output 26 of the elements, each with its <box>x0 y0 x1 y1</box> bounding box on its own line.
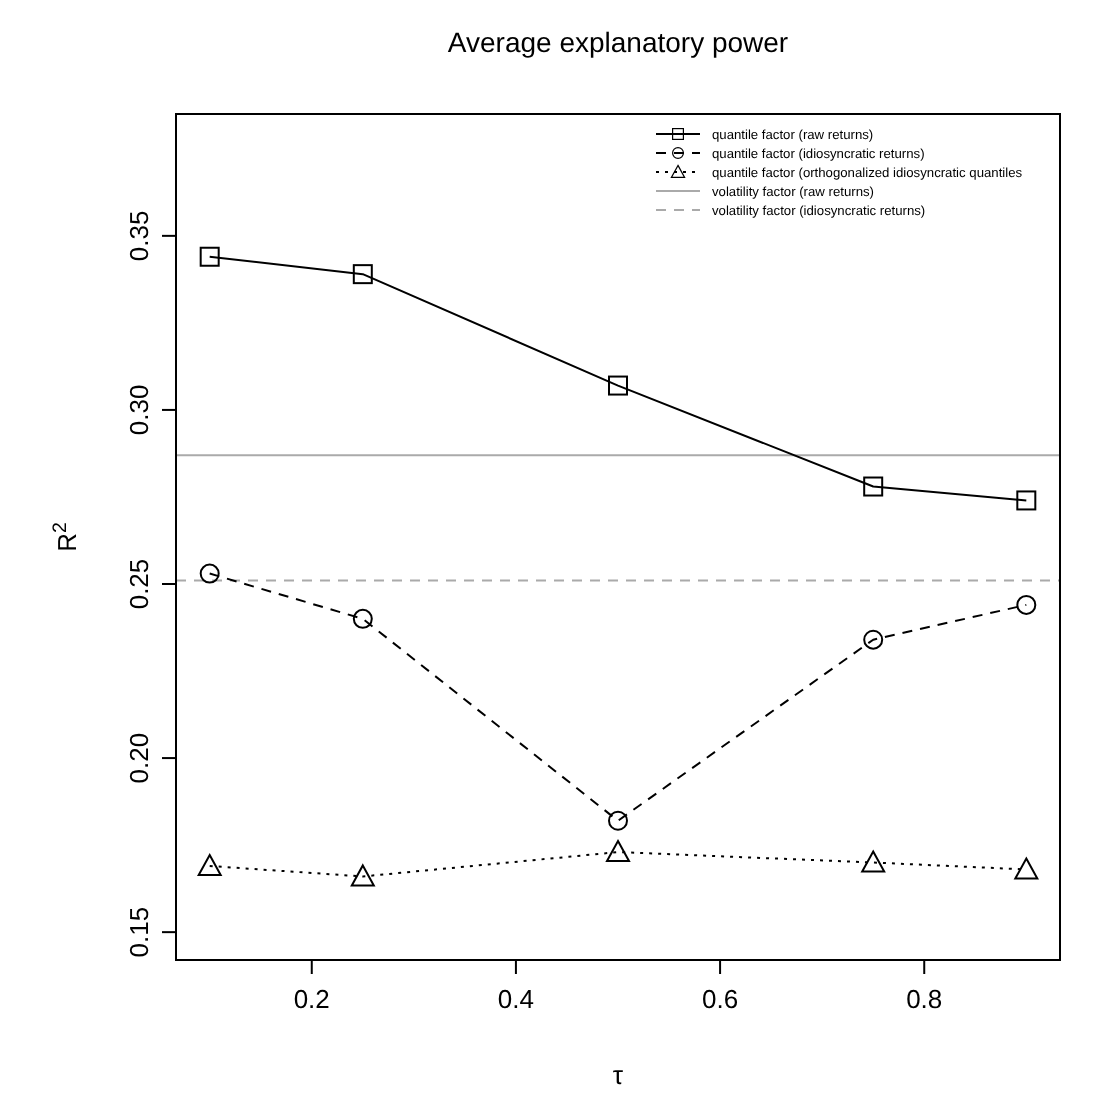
chart-title: Average explanatory power <box>447 26 789 58</box>
point <box>863 476 884 497</box>
point <box>352 264 373 285</box>
x-axis-title: τ <box>612 1060 625 1090</box>
point <box>350 864 375 887</box>
point <box>1016 594 1037 615</box>
x-tick-label: 0.2 <box>293 984 330 1014</box>
point <box>199 246 220 267</box>
y-tick-label: 0.15 <box>124 906 154 958</box>
point <box>1016 490 1037 511</box>
point <box>197 854 222 876</box>
y-tick-label: 0.20 <box>124 732 154 784</box>
y-tick-label: 0.25 <box>124 558 154 610</box>
point <box>861 850 886 873</box>
y-tick-label: 0.35 <box>124 210 154 262</box>
x-tick-label: 0.6 <box>702 984 739 1014</box>
x-tick-label: 0.4 <box>497 984 534 1014</box>
point <box>608 810 628 831</box>
x-tick-label: 0.8 <box>906 984 943 1014</box>
y-tick-label: 0.30 <box>124 384 154 436</box>
point <box>1014 857 1039 880</box>
point <box>606 840 630 863</box>
point <box>863 629 884 650</box>
point <box>199 563 220 584</box>
point <box>352 608 373 629</box>
point <box>608 375 628 396</box>
